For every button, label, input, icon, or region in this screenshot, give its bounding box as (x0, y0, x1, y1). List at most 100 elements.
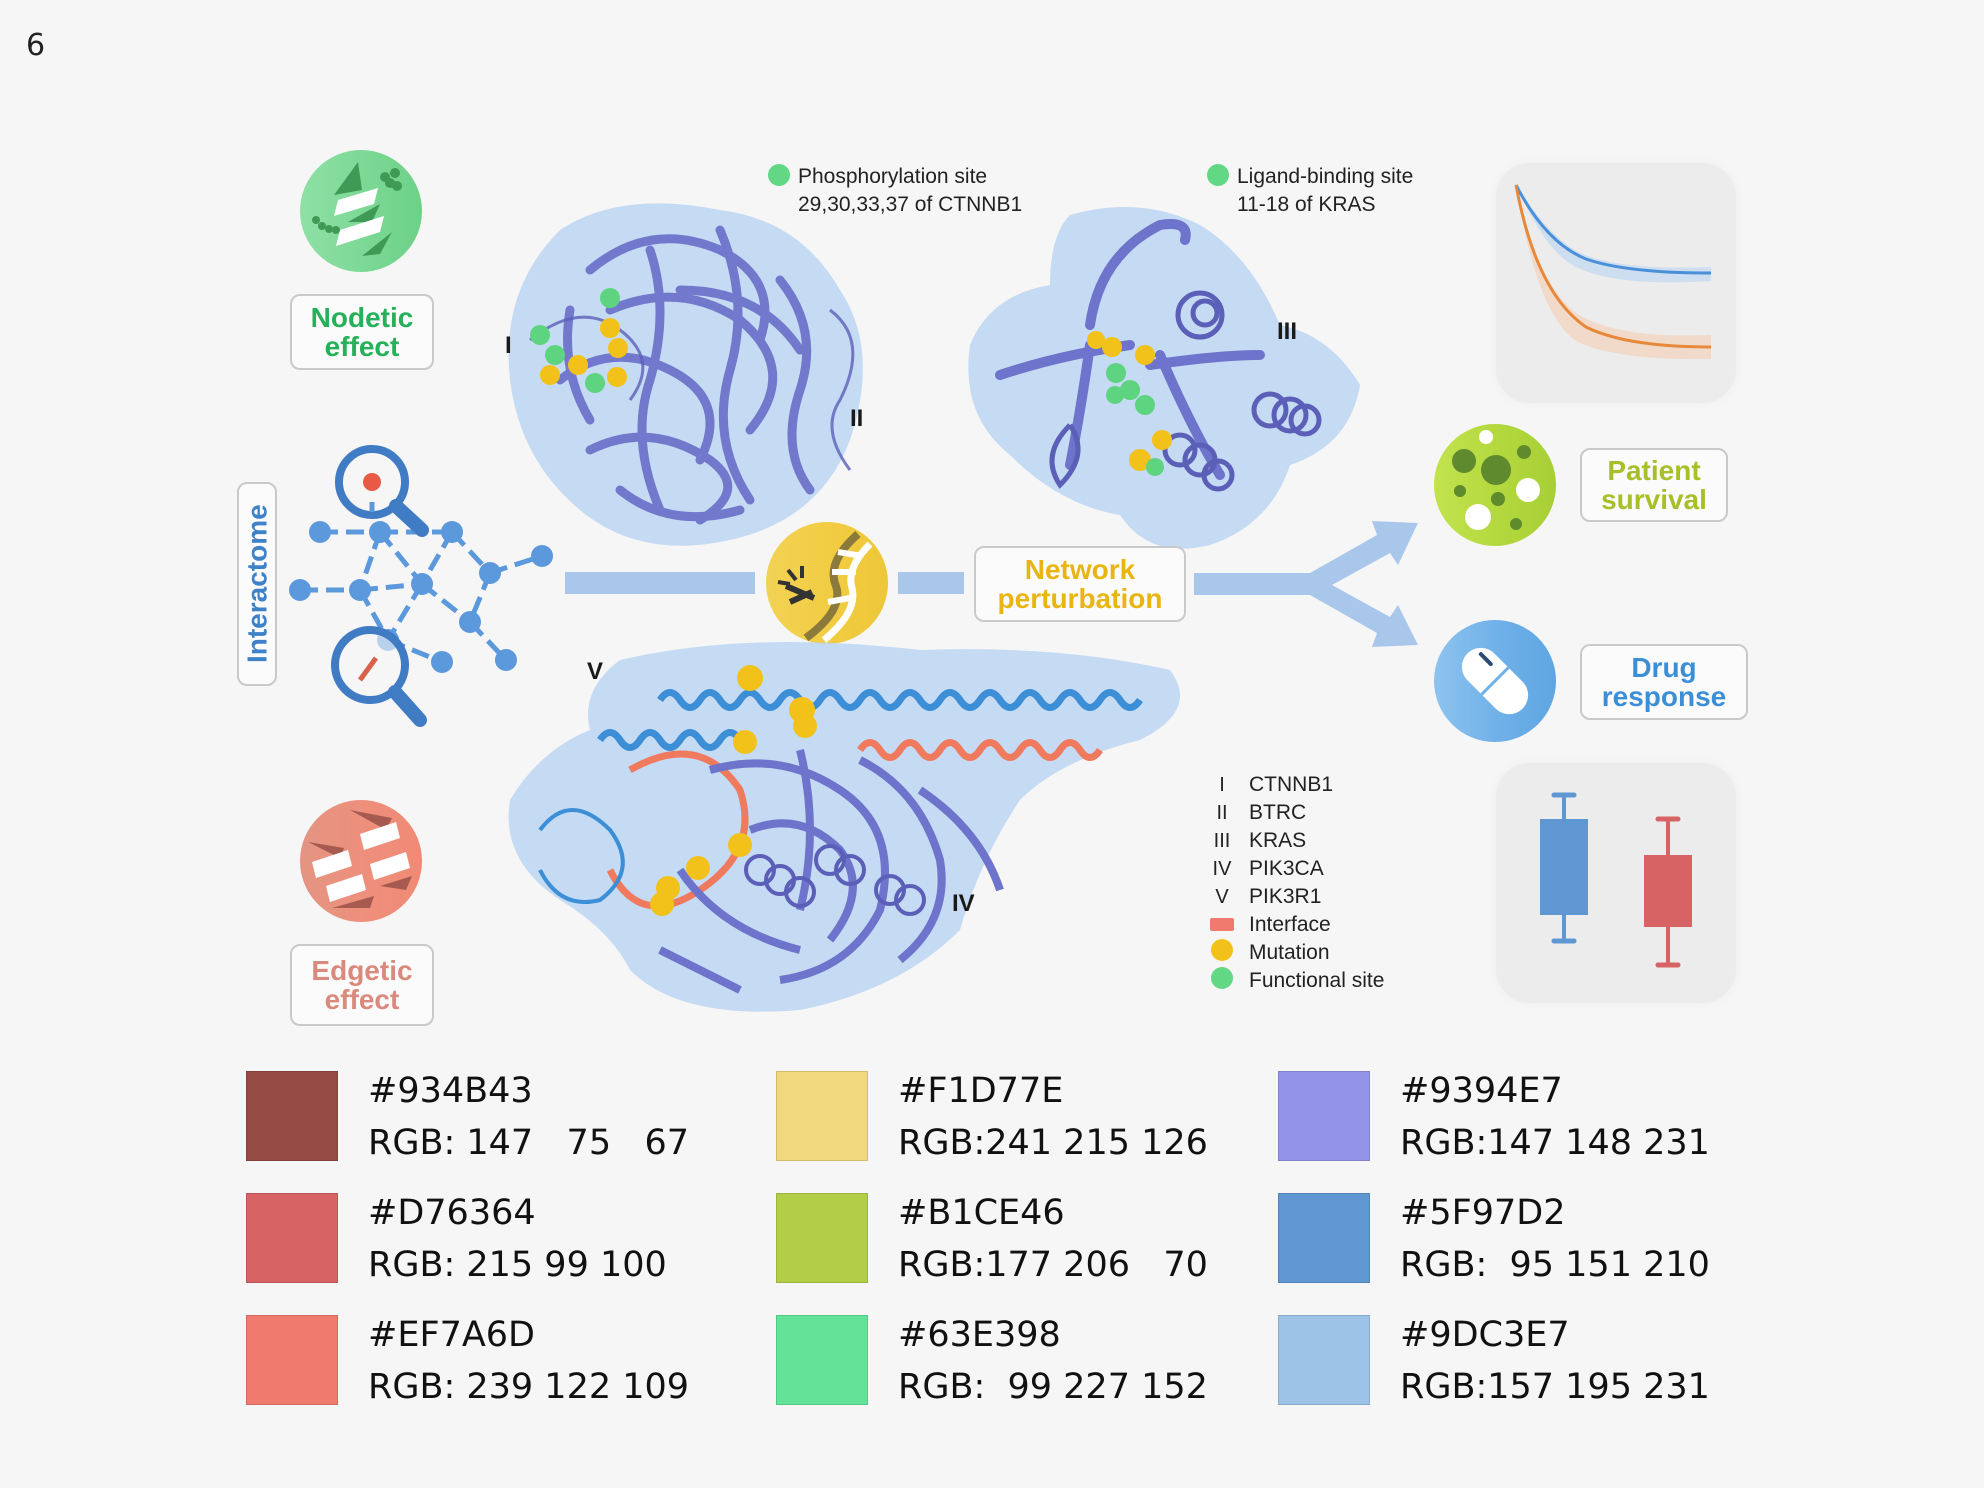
color-values: #9DC3E7 RGB:157 195 231 (1400, 1309, 1710, 1413)
survival-line-blue (1514, 184, 1712, 275)
legend-label: PIK3R1 (1249, 885, 1322, 908)
legend-key: IV (1212, 857, 1232, 880)
hex-code: #9DC3E7 (1400, 1315, 1570, 1355)
rgb-value: RGB: 95 151 210 (1400, 1245, 1710, 1285)
legend-label: Mutation (1249, 941, 1330, 964)
interactome-label: Interactome (237, 482, 277, 686)
hex-code: #F1D77E (898, 1071, 1064, 1111)
survival-line-orange (1514, 184, 1712, 349)
legend-key: II (1216, 801, 1228, 824)
palette-item: #934B43 RGB: 147 75 67 (246, 1071, 689, 1169)
legend-label: Interface (1249, 913, 1331, 936)
hex-code: #B1CE46 (898, 1193, 1065, 1233)
nodetic-effect-label: Nodetic effect (290, 294, 434, 370)
color-swatch (776, 1315, 868, 1405)
phosphorylation-site-title: Phosphorylation site (798, 165, 988, 188)
legend-label: Functional site (1249, 969, 1385, 992)
legend-key: III (1213, 829, 1231, 852)
network-perturbation-line1: Network (1024, 553, 1136, 585)
survival-curve-chart (1514, 184, 1712, 360)
nodetic-effect-icon (300, 150, 422, 272)
palette-item: #F1D77E RGB:241 215 126 (776, 1071, 1208, 1169)
page-number: 6 (26, 28, 46, 63)
hex-code: #EF7A6D (368, 1315, 536, 1355)
color-values: #5F97D2 RGB: 95 151 210 (1400, 1187, 1710, 1291)
structure-label-i: I (505, 332, 512, 359)
structure-label-iv: IV (952, 890, 975, 917)
hex-code: #63E398 (898, 1315, 1061, 1355)
ctnnb1-btrc-structure (508, 203, 863, 546)
structure-label-iii: III (1277, 318, 1298, 345)
survival-curve-panel (1496, 163, 1736, 403)
palette-item: #9394E7 RGB:147 148 231 (1278, 1071, 1710, 1169)
rgb-value: RGB:147 148 231 (1400, 1123, 1710, 1163)
hex-code: #5F97D2 (1400, 1193, 1566, 1233)
color-values: #F1D77E RGB:241 215 126 (898, 1065, 1208, 1169)
hex-code: #9394E7 (1400, 1071, 1563, 1111)
color-swatch (1278, 1193, 1370, 1283)
legend-label: CTNNB1 (1249, 773, 1334, 796)
color-swatch (1278, 1315, 1370, 1405)
color-values: #63E398 RGB: 99 227 152 (898, 1309, 1208, 1413)
interactome-network-icon (289, 445, 553, 727)
palette-item: #9DC3E7 RGB:157 195 231 (1278, 1315, 1710, 1413)
connector-bar-middle (898, 572, 964, 594)
legend-label: BTRC (1249, 801, 1307, 824)
rgb-value: RGB:241 215 126 (898, 1123, 1208, 1163)
legend-item-ctnnb1: I CTNNB1 (1205, 771, 1384, 799)
legend-item-pik3r1: V PIK3R1 (1205, 883, 1384, 911)
functional-site-dot-icon (1207, 164, 1229, 186)
functional-site-dot-icon (1211, 967, 1233, 989)
legend-label: PIK3CA (1249, 857, 1324, 880)
color-values: #9394E7 RGB:147 148 231 (1400, 1065, 1710, 1169)
color-values: #EF7A6D RGB: 239 122 109 (368, 1309, 689, 1413)
color-values: #934B43 RGB: 147 75 67 (368, 1065, 689, 1169)
hex-code: #D76364 (368, 1193, 536, 1233)
edgetic-label-line1: Edgetic (311, 954, 413, 986)
legend-item-mutation: Mutation (1205, 939, 1384, 967)
drug-response-line2: response (1601, 681, 1727, 712)
legend-key: I (1219, 773, 1225, 796)
patient-survival-label: Patient survival (1580, 448, 1728, 522)
boxplot-panel (1496, 763, 1736, 1003)
edgetic-label-line2: effect (324, 984, 400, 1015)
survival-ci-band-blue (1516, 185, 1711, 283)
palette-item: #D76364 RGB: 215 99 100 (246, 1193, 667, 1291)
drug-response-label: Drug response (1580, 644, 1748, 720)
legend-item-interface: Interface (1205, 911, 1384, 939)
rgb-value: RGB: 99 227 152 (898, 1367, 1208, 1407)
ligand-binding-site-annotation: Ligand-binding site 11-18 of KRAS (1207, 163, 1413, 219)
drug-response-line1: Drug (1631, 651, 1697, 683)
color-swatch (776, 1193, 868, 1283)
hex-code: #934B43 (368, 1071, 533, 1111)
color-swatch (1278, 1071, 1370, 1161)
palette-item: #5F97D2 RGB: 95 151 210 (1278, 1193, 1710, 1291)
structure-label-v: V (587, 658, 604, 685)
legend-item-kras: III KRAS (1205, 827, 1384, 855)
color-swatch (246, 1193, 338, 1283)
rgb-value: RGB:157 195 231 (1400, 1367, 1710, 1407)
rgb-value: RGB:177 206 70 (898, 1245, 1208, 1285)
drug-response-pill-icon (1434, 620, 1556, 742)
patient-survival-line1: Patient (1607, 454, 1701, 486)
palette-item: #63E398 RGB: 99 227 152 (776, 1315, 1208, 1413)
structure-legend: I CTNNB1 II BTRC III KRAS IV PIK3CA V PIK3R1 … (1205, 771, 1384, 995)
network-perturbation-line2: perturbation (997, 583, 1163, 614)
network-perturbation-label: Network perturbation (974, 546, 1186, 622)
ligand-binding-site-detail: 11-18 of KRAS (1237, 193, 1376, 216)
mutation-dot-icon (1211, 939, 1233, 961)
rgb-value: RGB: 239 122 109 (368, 1367, 690, 1407)
edgetic-effect-label: Edgetic effect (290, 944, 434, 1026)
legend-item-btrc: II BTRC (1205, 799, 1384, 827)
color-values: #D76364 RGB: 215 99 100 (368, 1187, 667, 1291)
palette-item: #EF7A6D RGB: 239 122 109 (246, 1315, 689, 1413)
structure-label-ii: II (850, 405, 864, 432)
phosphorylation-site-annotation: Phosphorylation site 29,30,33,37 of CTNN… (768, 163, 1022, 219)
survival-ci-band-orange (1516, 185, 1711, 360)
palette-item: #B1CE46 RGB:177 206 70 (776, 1193, 1208, 1291)
pik3ca-pik3r1-structure (508, 642, 1180, 1012)
patient-survival-icon (1434, 424, 1556, 546)
boxplot-red (1644, 816, 1692, 968)
edgetic-effect-icon (300, 800, 422, 922)
nodetic-label-line1: Nodetic (310, 301, 414, 333)
